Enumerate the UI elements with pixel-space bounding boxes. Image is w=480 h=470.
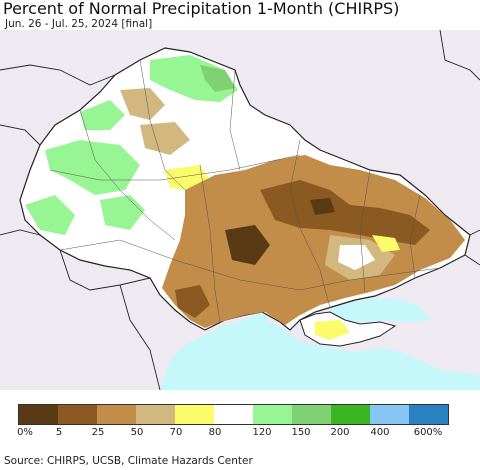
sea-of-azov bbox=[330, 298, 430, 322]
dry-south bbox=[175, 285, 210, 318]
legend-tick-label: 400 bbox=[370, 427, 390, 438]
dry-east bbox=[162, 155, 465, 328]
legend-tick-label: 150 bbox=[291, 427, 311, 438]
normal-east-patch bbox=[338, 245, 375, 270]
legend-swatch bbox=[97, 405, 136, 424]
wet-north-2 bbox=[200, 65, 235, 92]
legend-swatch bbox=[253, 405, 292, 424]
wet-southwest bbox=[25, 195, 75, 235]
legend-swatch bbox=[409, 405, 448, 424]
legend-swatch bbox=[19, 405, 58, 424]
legend-tick-label: 200 bbox=[330, 427, 350, 438]
wet-northwest bbox=[80, 100, 125, 130]
legend-tick-label: 80 bbox=[208, 427, 222, 438]
legend-swatch bbox=[58, 405, 97, 424]
dry-darkest bbox=[225, 225, 270, 265]
legend-tick-label: 50 bbox=[130, 427, 144, 438]
legend-tick-label: 0% bbox=[17, 427, 33, 438]
legend-tick-label: 70 bbox=[169, 427, 183, 438]
wet-west bbox=[45, 140, 140, 195]
legend-tick-label: 600% bbox=[413, 427, 443, 438]
legend-tick-label: 25 bbox=[91, 427, 105, 438]
legend-swatch bbox=[331, 405, 370, 424]
dry-north-spots-2 bbox=[140, 122, 190, 155]
black-sea bbox=[160, 312, 480, 390]
legend-swatch bbox=[370, 405, 409, 424]
oblast-borders bbox=[49, 59, 441, 323]
crimea-yellow bbox=[315, 320, 350, 340]
dry-darker bbox=[260, 180, 430, 245]
map-subtitle: Jun. 26 - Jul. 25, 2024 [final] bbox=[5, 18, 153, 30]
precipitation-map bbox=[0, 30, 480, 390]
neighbour-borders bbox=[0, 30, 480, 390]
legend-ticks: 0% 5 25 50 70 80 120 150 200 400 600% bbox=[0, 427, 480, 441]
dry-darkest-2 bbox=[310, 198, 335, 215]
legend-tick-label: 5 bbox=[55, 427, 63, 438]
source-credit: Source: CHIRPS, UCSB, Climate Hazards Ce… bbox=[4, 455, 253, 467]
dry-north-spots bbox=[120, 88, 165, 120]
legend-swatch bbox=[136, 405, 175, 424]
legend-swatch bbox=[175, 405, 214, 424]
legend-swatch bbox=[214, 405, 253, 424]
legend-swatch bbox=[292, 405, 331, 424]
legend-colorbar bbox=[18, 404, 449, 425]
yellow-east-patch bbox=[372, 235, 400, 252]
legend-tick-label: 120 bbox=[252, 427, 272, 438]
map-title: Percent of Normal Precipitation 1-Month … bbox=[3, 0, 400, 18]
